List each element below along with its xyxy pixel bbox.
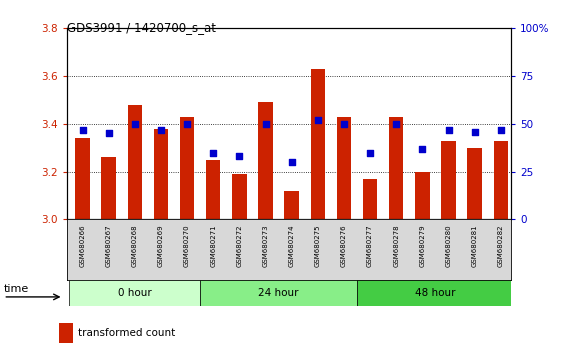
Bar — [69, 280, 200, 306]
Point — [444, 127, 453, 132]
Bar — [180, 117, 194, 219]
Point — [182, 121, 192, 127]
Bar — [415, 172, 429, 219]
Point — [418, 146, 427, 152]
Bar — [259, 102, 272, 219]
Point — [365, 150, 375, 155]
Bar — [200, 280, 357, 306]
Bar — [76, 138, 89, 219]
Text: GSM680274: GSM680274 — [289, 224, 295, 267]
Text: 24 hour: 24 hour — [259, 288, 299, 298]
Text: transformed count: transformed count — [78, 328, 175, 338]
Text: GSM680281: GSM680281 — [472, 224, 478, 267]
Text: GSM680266: GSM680266 — [80, 224, 85, 267]
Text: GSM680276: GSM680276 — [341, 224, 347, 267]
Point — [130, 121, 139, 127]
Text: GSM680279: GSM680279 — [419, 224, 425, 267]
Text: GSM680267: GSM680267 — [106, 224, 112, 267]
Text: GSM680270: GSM680270 — [184, 224, 190, 267]
Text: GSM680271: GSM680271 — [210, 224, 216, 267]
Text: GSM680272: GSM680272 — [236, 224, 242, 267]
Point — [287, 159, 296, 165]
Point — [470, 129, 479, 135]
Bar — [442, 141, 456, 219]
Text: GSM680280: GSM680280 — [446, 224, 451, 267]
Text: GSM680269: GSM680269 — [158, 224, 164, 267]
Bar — [337, 117, 351, 219]
Text: GSM680275: GSM680275 — [315, 224, 321, 267]
Text: GSM680268: GSM680268 — [132, 224, 138, 267]
Point — [235, 154, 244, 159]
Point — [392, 121, 401, 127]
Bar — [363, 179, 377, 219]
Text: GSM680278: GSM680278 — [393, 224, 399, 267]
Bar — [311, 69, 325, 219]
Bar — [59, 323, 73, 343]
Text: 48 hour: 48 hour — [415, 288, 456, 298]
Point — [496, 127, 505, 132]
Text: GSM680282: GSM680282 — [498, 224, 504, 267]
Bar — [357, 280, 514, 306]
Text: 0 hour: 0 hour — [118, 288, 152, 298]
Bar — [468, 148, 482, 219]
Bar — [285, 191, 299, 219]
Point — [156, 127, 166, 132]
Text: GDS3991 / 1420700_s_at: GDS3991 / 1420700_s_at — [67, 21, 216, 34]
Bar — [206, 160, 220, 219]
Text: GSM680277: GSM680277 — [367, 224, 373, 267]
Bar — [232, 174, 246, 219]
Point — [78, 127, 87, 132]
Bar — [128, 105, 142, 219]
Point — [104, 131, 113, 136]
Bar — [494, 141, 508, 219]
Bar — [389, 117, 403, 219]
Bar — [154, 129, 168, 219]
Text: GSM680273: GSM680273 — [263, 224, 268, 267]
Point — [261, 121, 270, 127]
Point — [339, 121, 349, 127]
Point — [313, 117, 322, 123]
Point — [209, 150, 218, 155]
Text: time: time — [3, 284, 28, 294]
Bar — [102, 158, 116, 219]
